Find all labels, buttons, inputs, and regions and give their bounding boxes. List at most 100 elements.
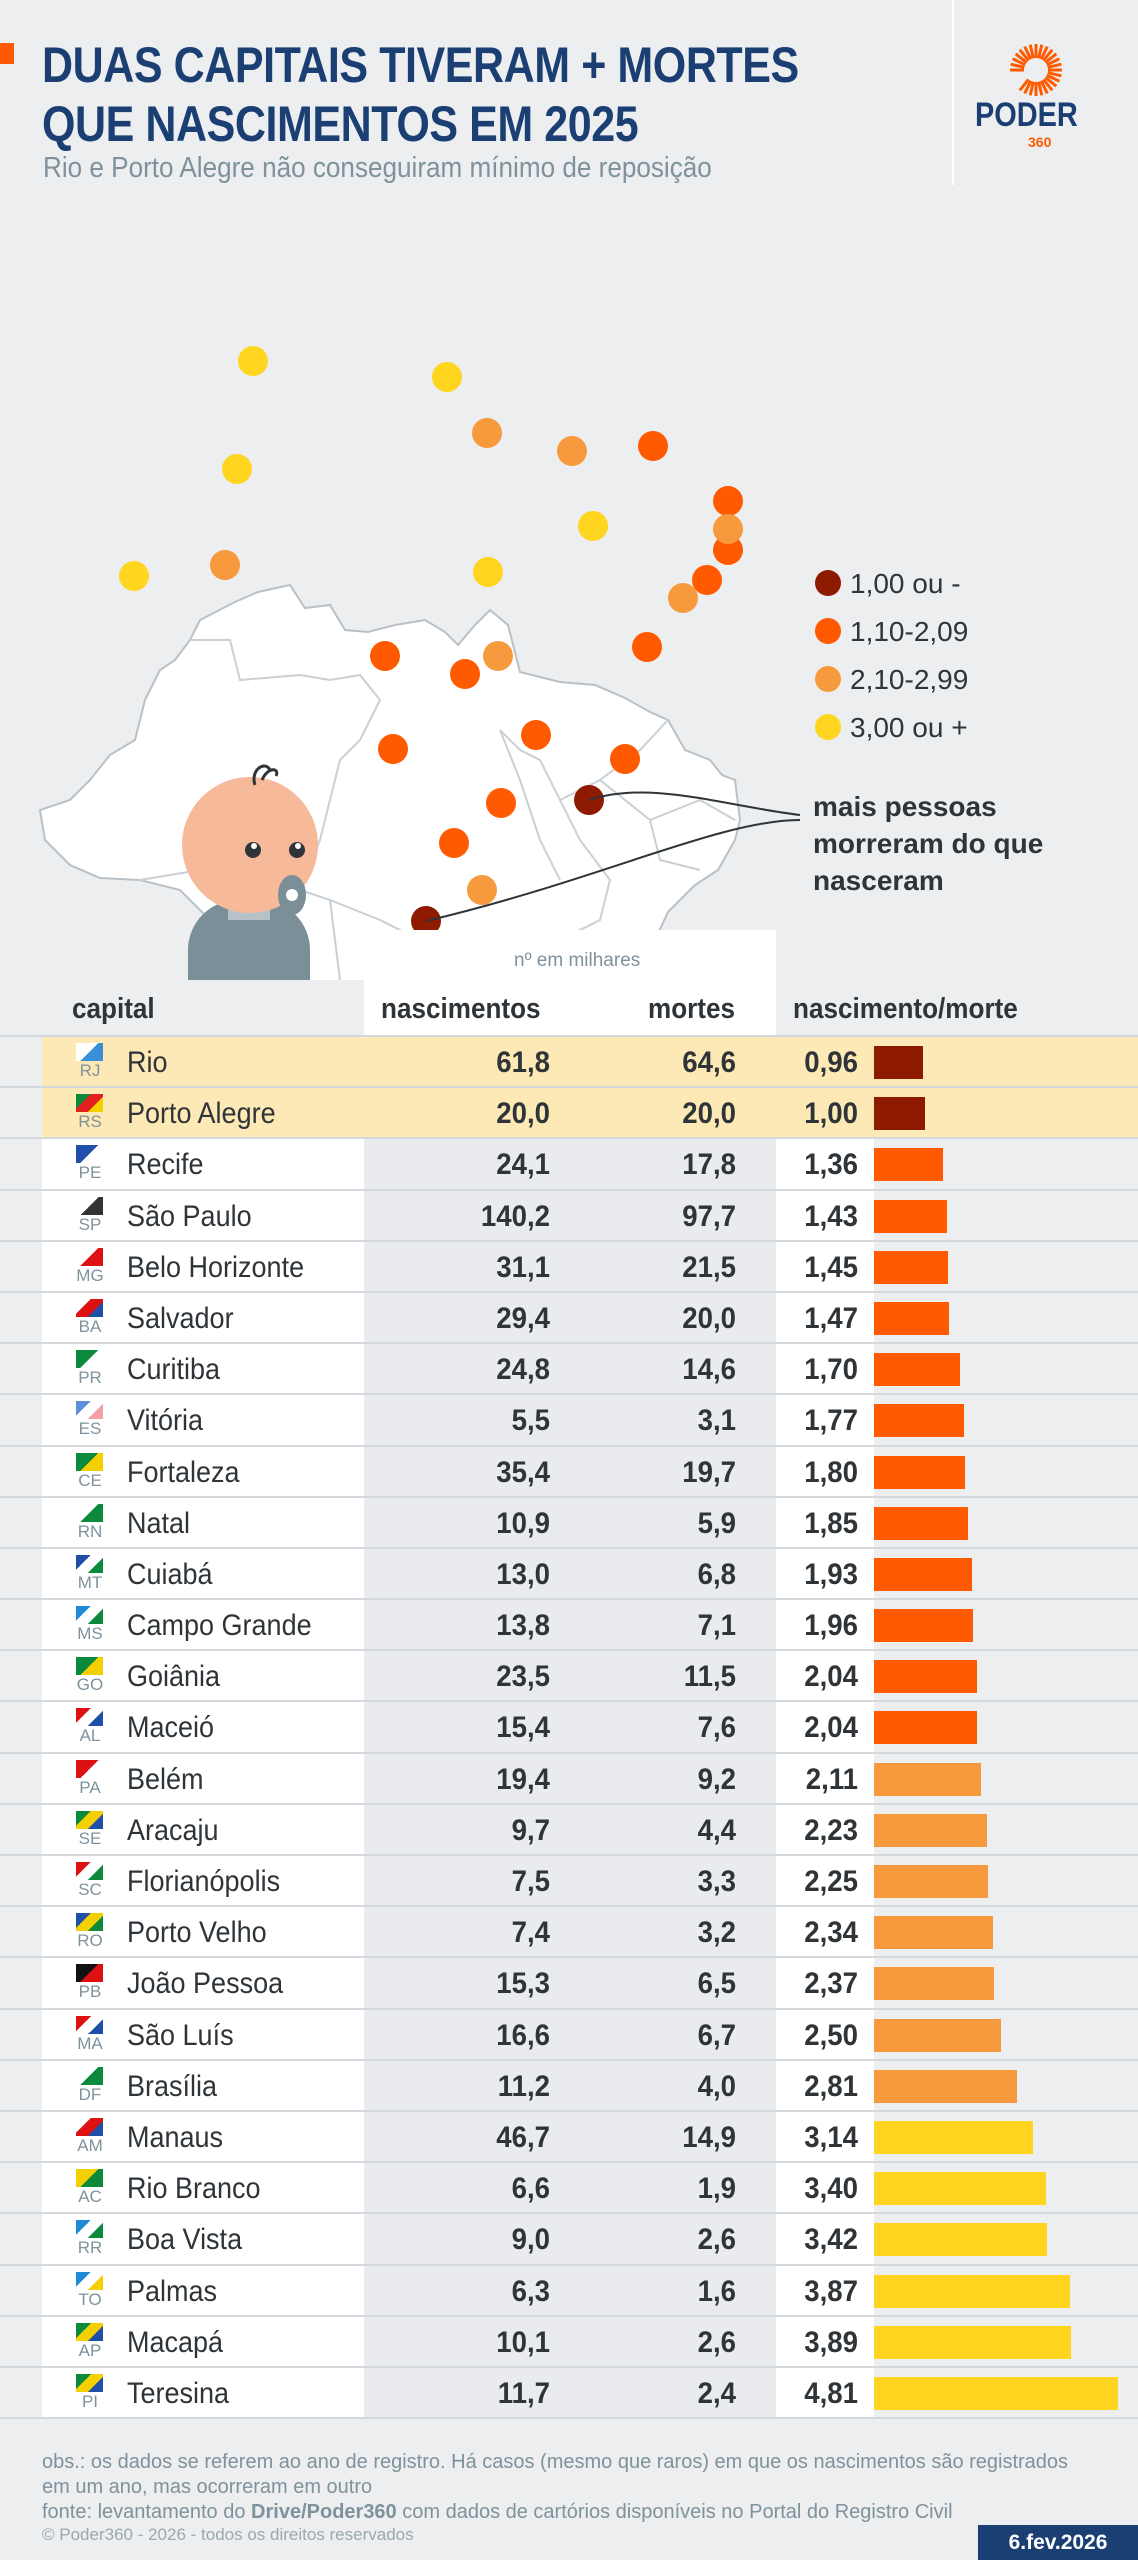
capital-name: Vitória xyxy=(127,1404,204,1438)
ratio-value: 3,89 xyxy=(804,2325,858,2359)
births-value: 15,4 xyxy=(496,1711,550,1745)
table-row: GO Goiânia 23,5 11,5 2,04 xyxy=(0,1649,1138,1701)
capital-name: Curitiba xyxy=(127,1353,221,1387)
ratio-cell xyxy=(776,2060,874,2110)
state-flag-icon xyxy=(76,1964,103,1983)
map-dot-pr xyxy=(439,828,469,858)
births-value: 5,5 xyxy=(511,1404,550,1438)
state-flag-icon xyxy=(76,1145,103,1164)
map-dot-mt xyxy=(370,641,400,671)
sun-ray xyxy=(1046,57,1061,67)
births-value: 31,1 xyxy=(496,1250,550,1284)
map-dot-ba xyxy=(632,632,662,662)
capital-name: Cuiabá xyxy=(127,1557,213,1591)
ratio-value: 1,45 xyxy=(804,1250,858,1284)
deaths-value: 14,9 xyxy=(682,2120,736,2154)
state-flag-icon xyxy=(76,1913,103,1932)
obs-note: obs.: os dados se referem ao ano de regi… xyxy=(42,2451,1069,2498)
table-row: PI Teresina 11,7 2,4 4,81 xyxy=(0,2365,1138,2418)
title-line-2: QUE NASCIMENTOS EM 2025 xyxy=(42,96,639,152)
deaths-value: 11,5 xyxy=(683,1660,736,1694)
legend-dot xyxy=(815,714,841,740)
capital-name: Boa Vista xyxy=(127,2223,243,2257)
ratio-bar xyxy=(874,2325,1072,2359)
births-value: 13,8 xyxy=(496,1609,550,1643)
ratio-cell xyxy=(776,2367,874,2418)
map-dot-rr xyxy=(238,346,268,376)
state-code: GO xyxy=(76,1675,104,1695)
ratio-value: 4,81 xyxy=(804,2376,858,2410)
ratio-cell xyxy=(776,1446,874,1496)
sun-ray xyxy=(1039,45,1049,60)
ratio-bar xyxy=(874,1865,989,1898)
baby-illustration xyxy=(182,764,318,980)
capital-name: Belém xyxy=(127,1762,204,1796)
births-value: 23,5 xyxy=(496,1660,550,1694)
ratio-value: 3,42 xyxy=(804,2223,858,2257)
state-code: AC xyxy=(78,2187,102,2207)
state-flag-icon xyxy=(76,1606,103,1625)
capital-name: Brasília xyxy=(127,2069,218,2103)
state-flag-icon xyxy=(76,1350,103,1369)
deaths-value: 21,5 xyxy=(682,1250,736,1284)
ratio-cell xyxy=(776,1651,874,1701)
capital-name: Manaus xyxy=(127,2120,224,2154)
map-dot-am xyxy=(222,454,252,484)
ratio-cell xyxy=(776,1037,874,1087)
deaths-value: 5,9 xyxy=(697,1506,736,1540)
state-code: MT xyxy=(77,1572,103,1592)
births-value: 13,0 xyxy=(496,1557,550,1591)
numbers-header-background xyxy=(364,930,776,1038)
state-flag-icon xyxy=(76,2271,103,2290)
state-flag-icon xyxy=(76,1298,103,1317)
state-code: PE xyxy=(78,1163,102,1183)
header-births: nascimentos xyxy=(381,993,541,1025)
births-value: 10,9 xyxy=(496,1506,550,1540)
ratio-value: 2,37 xyxy=(804,1967,858,2001)
sun-ray xyxy=(1042,48,1054,62)
annotation-text: mais pessoas morreram do que nasceram xyxy=(813,791,1044,896)
header-ratio: nascimento/morte xyxy=(793,993,1018,1025)
deaths-value: 4,4 xyxy=(697,1813,736,1847)
ratio-bar xyxy=(874,2376,1118,2410)
logo: PODER xyxy=(975,96,1078,134)
ratio-value: 1,70 xyxy=(804,1353,858,1387)
numbers-cell xyxy=(364,1497,776,1547)
ratio-cell xyxy=(776,1395,874,1445)
ratio-cell xyxy=(776,2163,874,2213)
ratio-bar xyxy=(874,1353,961,1387)
sun-ray xyxy=(1047,62,1062,69)
ratio-cell xyxy=(776,1241,874,1291)
births-value: 6,3 xyxy=(511,2274,550,2308)
date-badge: 6.fev.2026 xyxy=(978,2525,1138,2560)
ratio-bar xyxy=(874,1046,923,1079)
state-code: SP xyxy=(78,1214,102,1234)
numbers-cell xyxy=(364,1958,776,2008)
table-row: BA Salvador 29,4 20,0 1,47 xyxy=(0,1290,1138,1343)
sun-ray xyxy=(1044,52,1058,64)
state-code: DF xyxy=(78,2084,102,2104)
table-row: AL Maceió 15,4 7,6 2,04 xyxy=(0,1700,1138,1752)
ratio-bar xyxy=(874,2120,1034,2154)
table-row: AM Manaus 46,7 14,9 3,14 xyxy=(0,2109,1138,2162)
table-row: RR Boa Vista 9,0 2,6 3,42 xyxy=(0,2212,1138,2264)
births-value: 11,7 xyxy=(497,2376,550,2410)
ratio-value: 2,04 xyxy=(804,1711,858,1745)
capital-name: Belo Horizonte xyxy=(127,1250,305,1284)
state-code: RR xyxy=(77,2238,103,2258)
state-flag-icon xyxy=(76,1452,103,1471)
capital-name: Rio xyxy=(127,1046,168,1079)
state-code: AL xyxy=(79,1726,101,1746)
ratio-cell xyxy=(776,1753,874,1803)
data-table: RJ Rio 61,8 64,6 0,96 RS Porto Alegre 20… xyxy=(0,1035,1138,2420)
numbers-cell xyxy=(364,1292,776,1343)
ratio-value: 1,96 xyxy=(804,1609,858,1643)
state-code: MA xyxy=(77,2033,103,2053)
births-value: 19,4 xyxy=(496,1762,550,1796)
title-line-1: DUAS CAPITAIS TIVERAM + MORTES xyxy=(42,37,799,93)
map-dot-es xyxy=(610,744,640,774)
sun-ray xyxy=(1046,73,1061,83)
deaths-value: 19,7 xyxy=(682,1455,736,1489)
ratio-value: 1,00 xyxy=(804,1097,858,1131)
capital-name: Recife xyxy=(127,1148,204,1182)
